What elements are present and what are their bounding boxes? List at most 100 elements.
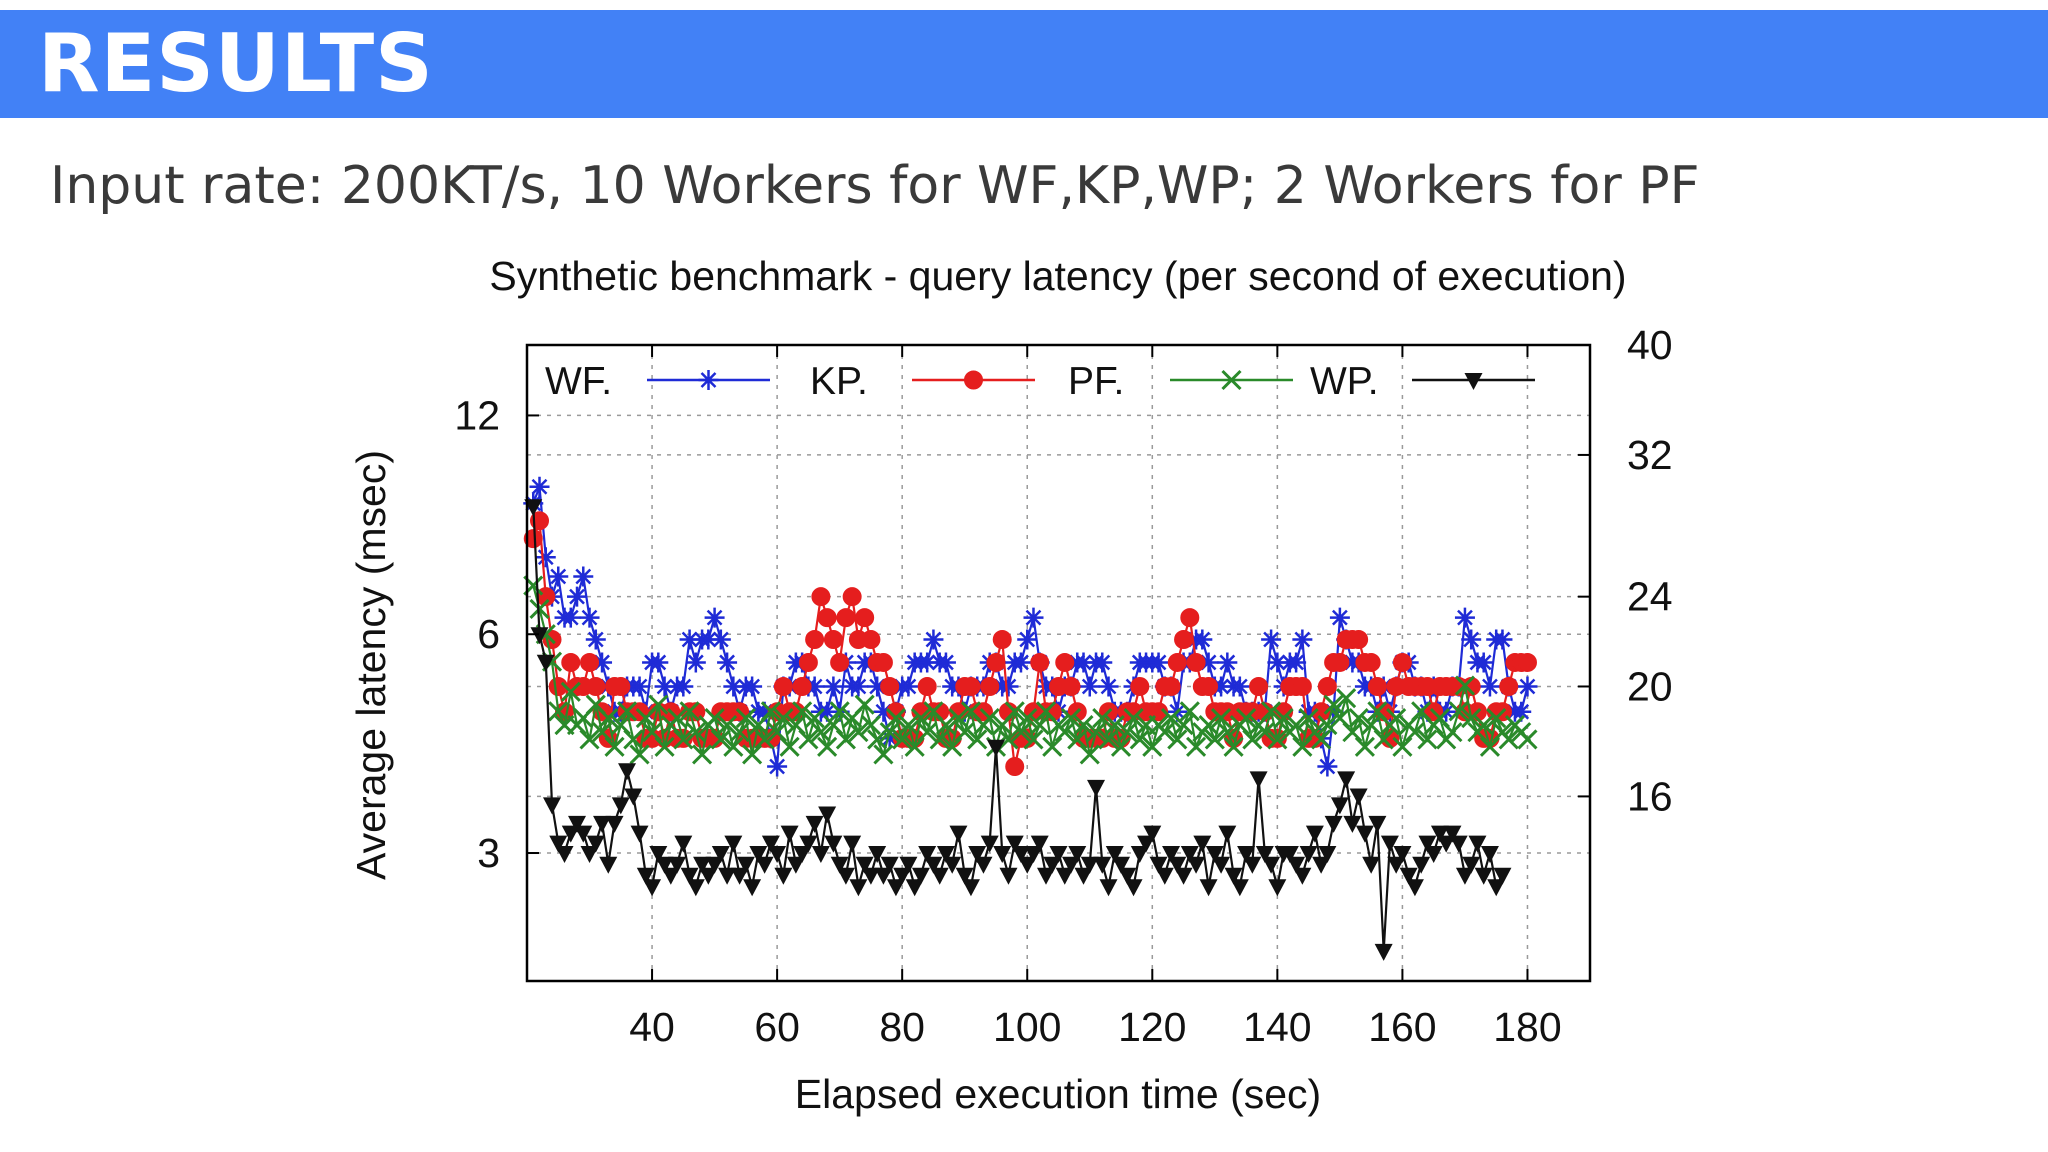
data-point-wf [1261, 629, 1282, 650]
data-point-wp [1443, 825, 1462, 843]
data-point-wp [1255, 846, 1274, 864]
data-point-wf [742, 676, 763, 697]
data-point-pf [1298, 708, 1319, 729]
data-point-pf [673, 729, 694, 750]
data-point-wf [629, 676, 650, 697]
data-point-kp [1180, 608, 1200, 628]
data-point-wp [999, 867, 1018, 885]
data-point-wp [1449, 835, 1468, 853]
data-point-wf [717, 652, 738, 673]
data-point-wf [817, 701, 838, 722]
data-point-wf [898, 676, 919, 697]
data-point-wp [1205, 846, 1224, 864]
data-point-wp [1305, 825, 1324, 843]
data-point-wp [993, 846, 1012, 864]
data-point-pf [1067, 729, 1088, 750]
data-point-pf [598, 708, 619, 729]
data-point-wp [574, 825, 593, 843]
data-point-kp [773, 676, 793, 696]
data-point-wp [655, 856, 674, 874]
legend-marker-kp [964, 370, 983, 390]
data-point-wp [649, 846, 668, 864]
data-point-pf [579, 729, 600, 750]
data-point-wp [580, 846, 599, 864]
data-point-kp [1292, 676, 1312, 696]
data-point-kp [1367, 676, 1387, 696]
data-point-wf [573, 566, 594, 587]
data-point-wf [592, 652, 613, 673]
data-point-wp [1330, 797, 1349, 815]
data-point-wp [1474, 867, 1493, 885]
data-point-wp [599, 856, 618, 874]
chart-title: Synthetic benchmark - query latency (per… [489, 253, 1626, 299]
data-point-kp [842, 587, 862, 607]
data-point-pf [1292, 736, 1313, 757]
data-point-pf [692, 744, 713, 765]
data-point-wp [1024, 846, 1043, 864]
data-point-wp [930, 867, 949, 885]
legend-marker-wf [698, 370, 719, 390]
data-point-wp [1293, 867, 1312, 885]
data-point-wf [1217, 652, 1238, 673]
data-point-pf [623, 729, 644, 750]
data-point-wp [1318, 846, 1337, 864]
data-point-wp [1224, 867, 1243, 885]
data-point-pf [1092, 708, 1113, 729]
data-point-wp [918, 846, 937, 864]
y-right-tick-label: 20 [1627, 663, 1673, 709]
data-point-kp [992, 630, 1012, 650]
legend-marker-wp [1464, 373, 1483, 390]
data-point-wp [630, 825, 649, 843]
data-point-kp [1055, 652, 1075, 672]
data-point-pf [1160, 708, 1182, 729]
data-point-pf [1198, 714, 1219, 736]
data-point-wp [1349, 788, 1368, 806]
data-point-wf [685, 652, 706, 673]
data-point-wp [1418, 835, 1437, 853]
data-point-kp [823, 630, 843, 650]
data-point-wf [1473, 652, 1494, 673]
data-point-kp [1392, 652, 1412, 672]
data-point-wp [1430, 825, 1449, 843]
data-point-pf [998, 729, 1019, 750]
y-left-tick-label: 12 [454, 392, 500, 438]
data-point-wp [818, 806, 837, 824]
data-point-pf [1317, 714, 1338, 736]
data-point-pf [1473, 714, 1494, 736]
data-point-kp [961, 676, 981, 696]
data-point-wp [1087, 779, 1106, 797]
data-point-pf [1023, 729, 1044, 750]
data-point-kp [1330, 652, 1350, 672]
data-point-pf [717, 714, 738, 736]
data-point-pf [1110, 736, 1132, 757]
data-point-pf [767, 722, 788, 743]
data-point-kp [855, 608, 875, 628]
data-point-pf [1448, 701, 1469, 722]
data-point-wp [1324, 815, 1343, 833]
data-point-kp [811, 587, 831, 607]
data-point-pf [1354, 736, 1375, 757]
y-right-tick-label: 32 [1627, 432, 1673, 478]
y-left-tick-label: 6 [477, 611, 500, 657]
data-point-wp [705, 856, 724, 874]
data-point-wp [661, 867, 680, 885]
legend-label-pf: PF. [1068, 360, 1124, 403]
data-point-wp [1280, 846, 1299, 864]
data-point-wf [1017, 629, 1038, 650]
data-point-pf [1129, 729, 1150, 750]
data-point-pf [1223, 736, 1244, 757]
data-point-wp [1362, 856, 1381, 874]
data-point-wp [1399, 867, 1418, 885]
data-point-pf [1386, 708, 1407, 729]
data-point-wp [1218, 825, 1237, 843]
data-point-pf [1236, 708, 1257, 729]
legend-label-wp: WP. [1310, 360, 1379, 403]
data-point-wp [961, 879, 980, 897]
data-point-kp [798, 652, 818, 672]
data-point-pf [704, 708, 725, 729]
data-point-kp [1167, 652, 1187, 672]
data-point-kp [830, 652, 850, 672]
data-point-pf [798, 729, 819, 750]
x-tick-label: 80 [879, 1004, 925, 1050]
data-point-pf [667, 708, 688, 729]
